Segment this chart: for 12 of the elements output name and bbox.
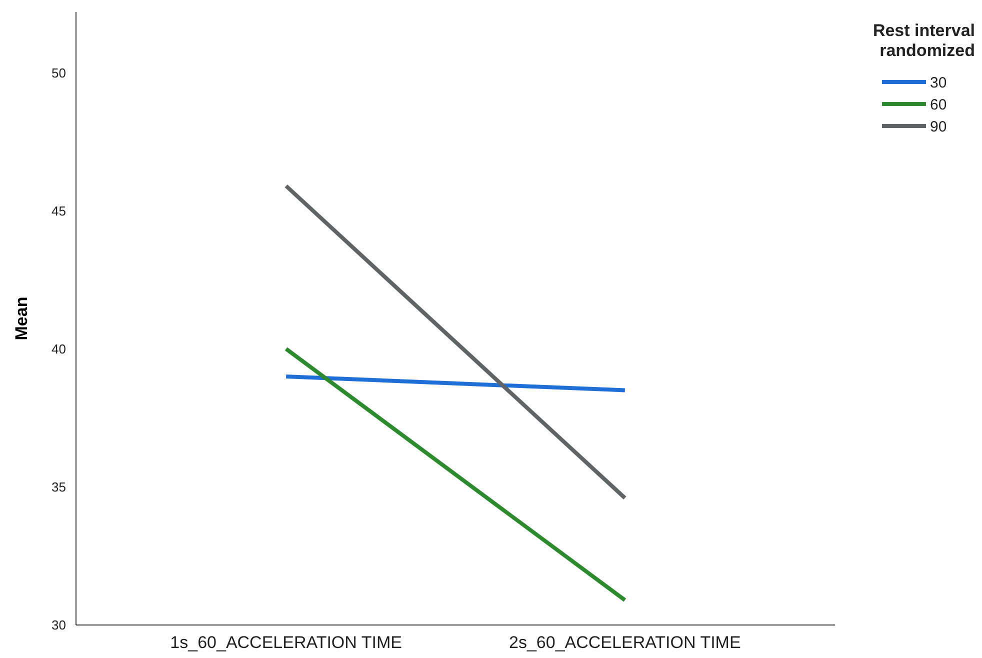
x-tick-label: 2s_60_ACCELERATION TIME xyxy=(509,633,741,652)
y-tick-label: 30 xyxy=(52,618,66,633)
legend-label: 30 xyxy=(930,74,947,92)
legend-title: Rest interval randomized xyxy=(872,21,975,60)
y-tick-label: 50 xyxy=(52,65,66,80)
y-tick-label: 35 xyxy=(52,479,66,494)
x-tick-label: 1s_60_ACCELERATION TIME xyxy=(170,633,402,652)
y-tick-label: 45 xyxy=(52,203,66,218)
legend-label: 60 xyxy=(930,96,947,114)
legend-label: 90 xyxy=(930,118,947,136)
y-axis-title: Mean xyxy=(12,296,31,340)
y-tick-label: 40 xyxy=(52,341,66,356)
